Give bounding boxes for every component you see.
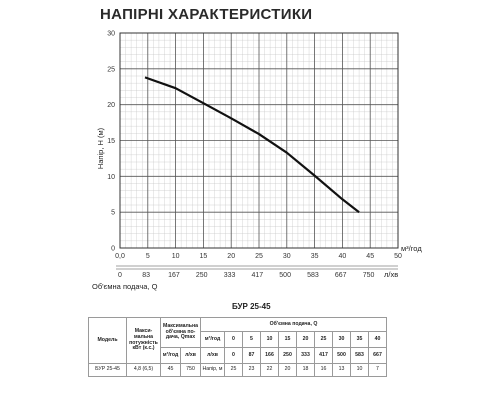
flow-m3-cell: 15 (278, 331, 297, 348)
cell-power: 4,8 (6,5) (126, 363, 161, 377)
flow-lmin-cell: 583 (350, 347, 369, 364)
th-max-flow: Максимальна об'ємна по-дача, Qmax (160, 317, 201, 348)
flow-lmin-cell: 87 (242, 347, 261, 364)
x-tick-label-lmin: 417 (251, 272, 263, 279)
x-tick-label-m3: 30 (283, 253, 291, 260)
x-tick-label-lmin: 583 (307, 272, 319, 279)
flow-m3-cell: 40 (368, 331, 387, 348)
x-tick-label-m3: 15 (200, 253, 208, 260)
plot-frame (119, 32, 399, 249)
x-tick-label-m3: 35 (311, 253, 319, 260)
th-model: Модель (88, 317, 127, 364)
y-tick-label: 5 (111, 210, 115, 217)
y-tick-label: 10 (107, 174, 115, 181)
flow-lmin-cell: 0 (224, 347, 243, 364)
flow-m3-cell: 25 (314, 331, 333, 348)
x-tick-label-m3: 20 (227, 253, 235, 260)
flow-lmin-cell: 333 (296, 347, 315, 364)
head-cell: 7 (368, 363, 387, 377)
flow-lmin-cell: 417 (314, 347, 333, 364)
th-m3: м³/год (200, 331, 225, 348)
flow-m3-cell: 20 (296, 331, 315, 348)
x-unit-lmin: л/хв (384, 270, 398, 279)
head-cell: 10 (350, 363, 369, 377)
flow-lmin-cell: 500 (332, 347, 351, 364)
y-tick-label: 30 (107, 31, 115, 38)
th-qmax-m3-unit: м³/год (160, 347, 181, 364)
flow-lmin-cell: 166 (260, 347, 279, 364)
x-tick-label-m3: 0,0 (115, 253, 125, 260)
x-tick-label-lmin: 333 (224, 272, 236, 279)
x-tick-label-lmin: 667 (335, 272, 347, 279)
head-cell: 23 (242, 363, 261, 377)
head-cell: 20 (278, 363, 297, 377)
y-tick-label: 25 (107, 66, 115, 73)
x-tick-label-m3: 50 (394, 253, 402, 260)
x-tick-label-lmin: 750 (363, 272, 375, 279)
x-tick-label-m3: 40 (339, 253, 347, 260)
y-tick-label: 20 (107, 102, 115, 109)
th-lmin: л/хв (200, 347, 225, 364)
x-axis-label: Об'ємна подача, Q (92, 282, 158, 291)
flow-m3-cell: 5 (242, 331, 261, 348)
head-curve (144, 76, 360, 214)
flow-lmin-cell: 250 (278, 347, 297, 364)
flow-lmin-cell: 667 (368, 347, 387, 364)
th-flow: Об'ємна подача, Q (200, 317, 387, 332)
flow-m3-cell: 35 (350, 331, 369, 348)
x-tick-label-lmin: 250 (196, 272, 208, 279)
cell-head-label: Напір, м (200, 363, 225, 377)
cell-qmax-lmin: 750 (180, 363, 201, 377)
spec-table: Модель Макси-мальна потужність кВт (к.с.… (88, 317, 387, 377)
flow-m3-cell: 0 (224, 331, 243, 348)
y-axis-label: Напір, Н (м) (96, 127, 105, 169)
head-cell: 25 (224, 363, 243, 377)
head-cell: 22 (260, 363, 279, 377)
th-qmax-lmin-unit: л/хв (180, 347, 201, 364)
page-title: НАПІРНІ ХАРАКТЕРИСТИКИ (100, 6, 313, 23)
x-tick-label-lmin: 167 (168, 272, 180, 279)
head-cell: 18 (296, 363, 315, 377)
x-tick-label-m3: 5 (146, 253, 150, 260)
cell-model: БУР 25-45 (88, 363, 127, 377)
head-cell: 13 (332, 363, 351, 377)
y-tick-label: 15 (107, 138, 115, 145)
x-tick-label-m3: 10 (172, 253, 180, 260)
x-tick-label-lmin: 83 (142, 272, 150, 279)
head-cell: 16 (314, 363, 333, 377)
x-tick-label-lmin: 0 (118, 272, 122, 279)
flow-m3-cell: 10 (260, 331, 279, 348)
x-tick-label-m3: 45 (366, 253, 374, 260)
y-tick-label: 0 (111, 246, 115, 253)
x-unit-m3: м³/год (401, 244, 422, 253)
x-tick-label-m3: 25 (255, 253, 263, 260)
model-title: БУР 25-45 (232, 302, 271, 311)
x-tick-label-lmin: 500 (279, 272, 291, 279)
cell-qmax-m3: 45 (160, 363, 181, 377)
flow-m3-cell: 30 (332, 331, 351, 348)
th-power: Макси-мальна потужність кВт (к.с.) (126, 317, 161, 364)
